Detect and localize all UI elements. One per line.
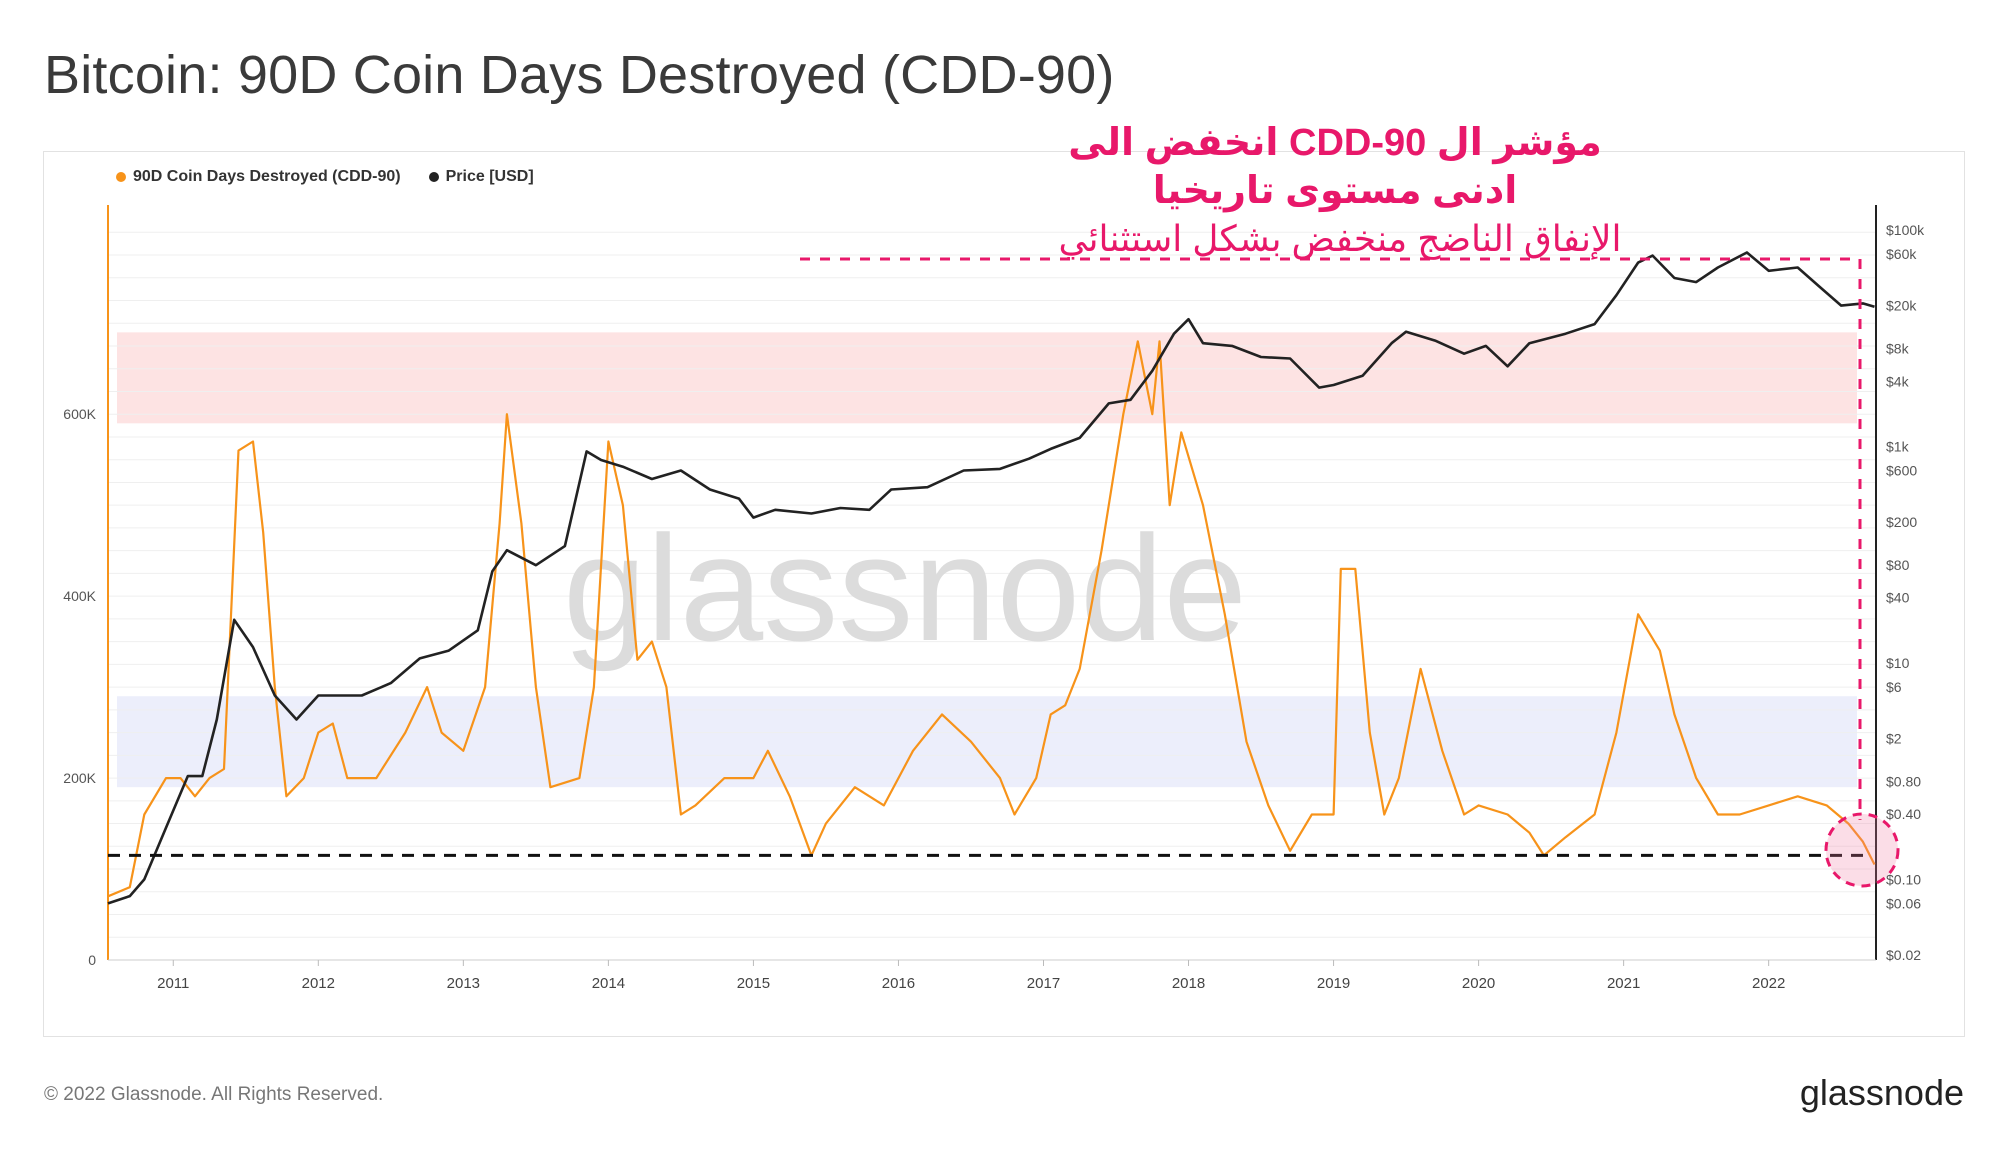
- annotation-line-3: الإنفاق الناضج منخفض بشكل استثنائي: [1058, 218, 1622, 259]
- right-tick-label: $6: [1886, 679, 1902, 695]
- band-low: [117, 696, 1857, 788]
- x-tick-label: 2017: [1027, 975, 1060, 992]
- tick-labels: 2011 2012 2013 2014 2015 2016 2017 2018 2019 2020…: [63, 222, 1925, 992]
- right-tick-label: $100k: [1886, 222, 1925, 238]
- x-tick-label: 2018: [1172, 975, 1205, 992]
- x-tick-label: 2019: [1317, 975, 1350, 992]
- watermark-text: glassnode: [563, 504, 1247, 672]
- right-tick-label: $20k: [1886, 298, 1917, 314]
- right-tick-label: $8k: [1886, 341, 1910, 357]
- band-high: [117, 332, 1857, 424]
- x-tick-label: 2011: [157, 975, 189, 992]
- annotation-overlay: [108, 257, 1900, 888]
- price-line: [107, 251, 1875, 905]
- right-tick-label: $600: [1886, 462, 1917, 478]
- annotation-line-1: مؤشر ال CDD-90 انخفض الى: [1068, 122, 1602, 164]
- cdd90-line: [107, 340, 1876, 898]
- right-tick-label: $0.02: [1886, 947, 1921, 963]
- left-tick-label: 0: [88, 952, 96, 968]
- annotation-line-2: ادنى مستوى تاريخيا: [1152, 170, 1518, 212]
- right-tick-label: $1k: [1886, 438, 1910, 454]
- copyright-text: © 2022 Glassnode. All Rights Reserved.: [44, 1084, 384, 1105]
- right-tick-label: $0.06: [1886, 895, 1921, 911]
- left-tick-label: 400K: [63, 588, 96, 604]
- left-tick-label: 200K: [63, 770, 96, 786]
- x-tick-label: 2014: [592, 975, 625, 992]
- bands: [117, 332, 1857, 788]
- right-tick-label: $200: [1886, 514, 1917, 530]
- highlight-circle: [1824, 812, 1900, 888]
- legend-label-price: Price [USD]: [445, 168, 534, 185]
- x-tick-label: 2021: [1607, 975, 1640, 992]
- x-tick-label: 2016: [882, 975, 915, 992]
- glassnode-logo: glassnode: [1799, 1072, 1964, 1113]
- series: [107, 251, 1876, 905]
- right-tick-label: $0.80: [1886, 774, 1921, 790]
- legend-dot-cdd: [116, 172, 126, 182]
- right-tick-label: $80: [1886, 557, 1910, 573]
- chart-panel: [43, 151, 1965, 1037]
- legend-item-price[interactable]: Price [USD]: [428, 168, 534, 186]
- legend-dot-price: [428, 172, 439, 182]
- legend-item-cdd[interactable]: 90D Coin Days Destroyed (CDD-90): [116, 168, 401, 186]
- legend-label-cdd: 90D Coin Days Destroyed (CDD-90): [133, 168, 401, 185]
- x-tick-label: 2022: [1752, 975, 1785, 992]
- right-tick-label: $0.40: [1886, 806, 1921, 822]
- right-tick-label: $2: [1886, 731, 1902, 747]
- legend: 90D Coin Days Destroyed (CDD-90) Price […: [116, 168, 534, 186]
- right-tick-label: $10: [1886, 655, 1910, 671]
- chart-title: Bitcoin: 90D Coin Days Destroyed (CDD-90…: [44, 45, 1115, 105]
- left-tick-label: 600K: [63, 406, 96, 422]
- right-tick-label: $40: [1886, 590, 1910, 606]
- right-tick-label: $0.10: [1886, 871, 1921, 887]
- right-tick-label: $4k: [1886, 373, 1910, 389]
- right-tick-label: $60k: [1886, 246, 1917, 262]
- x-tick-label: 2013: [447, 975, 480, 992]
- x-tick-label: 2012: [302, 975, 335, 992]
- x-tick-label: 2015: [737, 975, 770, 992]
- x-tick-label: 2020: [1462, 975, 1495, 992]
- axes: [107, 205, 1877, 961]
